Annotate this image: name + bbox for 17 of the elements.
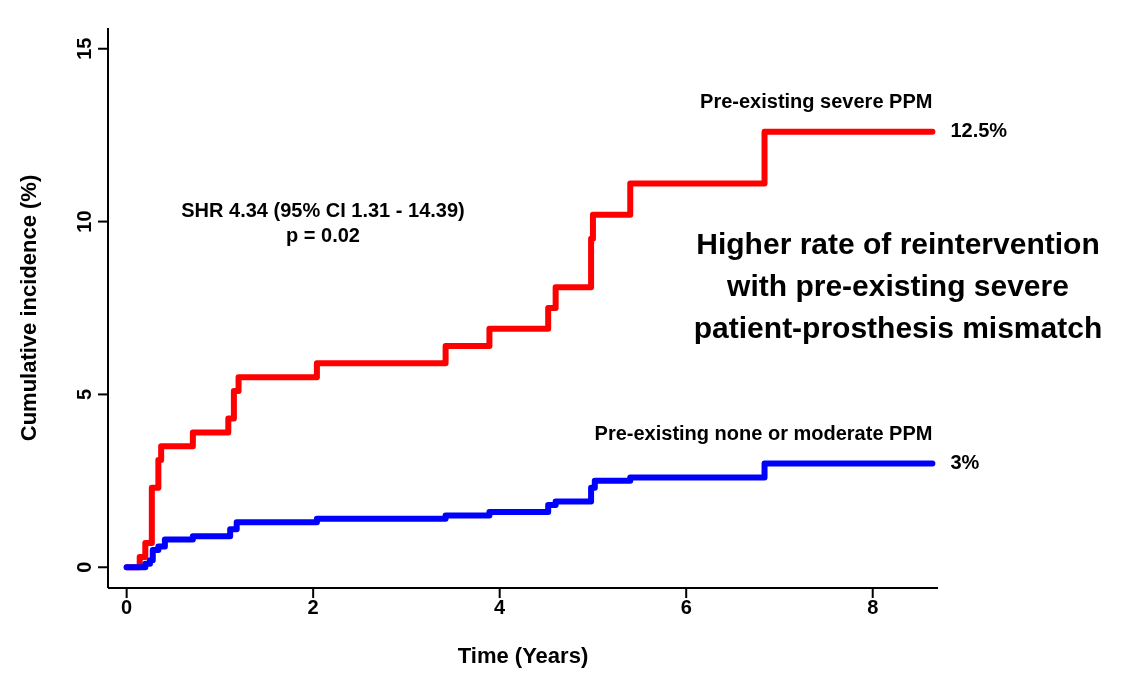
x-tick-label: 6 <box>680 596 692 619</box>
series-label: Pre-existing severe PPM <box>700 89 933 113</box>
y-tick-label: 15 <box>73 37 96 60</box>
x-tick-label: 2 <box>307 596 319 619</box>
x-tick-label: 8 <box>867 596 879 619</box>
annotation: 12.5% <box>950 118 1008 142</box>
x-axis-title: Time (Years) <box>457 643 589 668</box>
x-tick-label: 4 <box>494 596 507 619</box>
series-label: Pre-existing none or moderate PPM <box>594 421 933 445</box>
x-tick-label: 0 <box>121 596 133 619</box>
annotation: SHR 4.34 (95% CI 1.31 - 14.39) p = 0.02 <box>180 198 466 248</box>
annotation: Higher rate of reintervention with pre-existing severe patient-prosthesis mismatch <box>692 226 1104 346</box>
y-tick-label: 0 <box>73 561 96 573</box>
y-axis-title: Cumulative incidence (%) <box>15 174 41 442</box>
y-tick-label: 5 <box>73 388 96 400</box>
y-tick-label: 10 <box>73 210 96 233</box>
annotation: 3% <box>950 450 980 474</box>
